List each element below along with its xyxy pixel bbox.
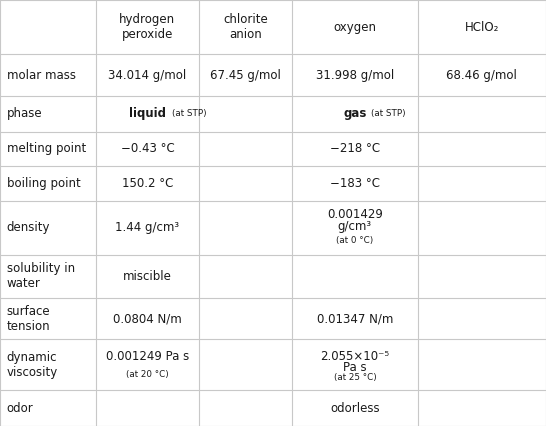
Text: 0.001429: 0.001429 xyxy=(327,208,383,222)
Text: dynamic
viscosity: dynamic viscosity xyxy=(7,351,58,379)
Text: boiling point: boiling point xyxy=(7,177,80,190)
Text: (at 25 °C): (at 25 °C) xyxy=(334,373,376,382)
Text: odor: odor xyxy=(7,402,33,414)
Text: 0.0804 N/m: 0.0804 N/m xyxy=(113,312,182,325)
Text: (at STP): (at STP) xyxy=(172,109,206,118)
Text: 31.998 g/mol: 31.998 g/mol xyxy=(316,69,394,82)
Text: HClO₂: HClO₂ xyxy=(465,21,499,34)
Text: density: density xyxy=(7,222,50,234)
Text: oxygen: oxygen xyxy=(334,21,376,34)
Text: 0.001249 Pa s: 0.001249 Pa s xyxy=(106,350,189,363)
Text: miscible: miscible xyxy=(123,270,172,283)
Text: 0.01347 N/m: 0.01347 N/m xyxy=(317,312,393,325)
Text: odorless: odorless xyxy=(330,402,379,414)
Text: melting point: melting point xyxy=(7,142,86,155)
Text: 2.055×10⁻⁵: 2.055×10⁻⁵ xyxy=(321,350,389,363)
Text: 67.45 g/mol: 67.45 g/mol xyxy=(210,69,281,82)
Text: 1.44 g/cm³: 1.44 g/cm³ xyxy=(115,222,180,234)
Text: gas: gas xyxy=(343,107,366,120)
Text: phase: phase xyxy=(7,107,42,120)
Text: (at 20 °C): (at 20 °C) xyxy=(126,370,169,379)
Text: −218 °C: −218 °C xyxy=(330,142,380,155)
Text: −0.43 °C: −0.43 °C xyxy=(121,142,174,155)
Text: g/cm³: g/cm³ xyxy=(338,220,372,233)
Text: 150.2 °C: 150.2 °C xyxy=(122,177,173,190)
Text: surface
tension: surface tension xyxy=(7,305,50,333)
Text: solubility in
water: solubility in water xyxy=(7,262,75,291)
Text: 34.014 g/mol: 34.014 g/mol xyxy=(108,69,187,82)
Text: Pa s: Pa s xyxy=(343,361,367,374)
Text: (at STP): (at STP) xyxy=(371,109,405,118)
Text: 68.46 g/mol: 68.46 g/mol xyxy=(447,69,517,82)
Text: (at 0 °C): (at 0 °C) xyxy=(336,236,373,245)
Text: hydrogen
peroxide: hydrogen peroxide xyxy=(120,13,175,41)
Text: −183 °C: −183 °C xyxy=(330,177,380,190)
Text: chlorite
anion: chlorite anion xyxy=(223,13,268,41)
Text: molar mass: molar mass xyxy=(7,69,75,82)
Text: liquid: liquid xyxy=(129,107,166,120)
